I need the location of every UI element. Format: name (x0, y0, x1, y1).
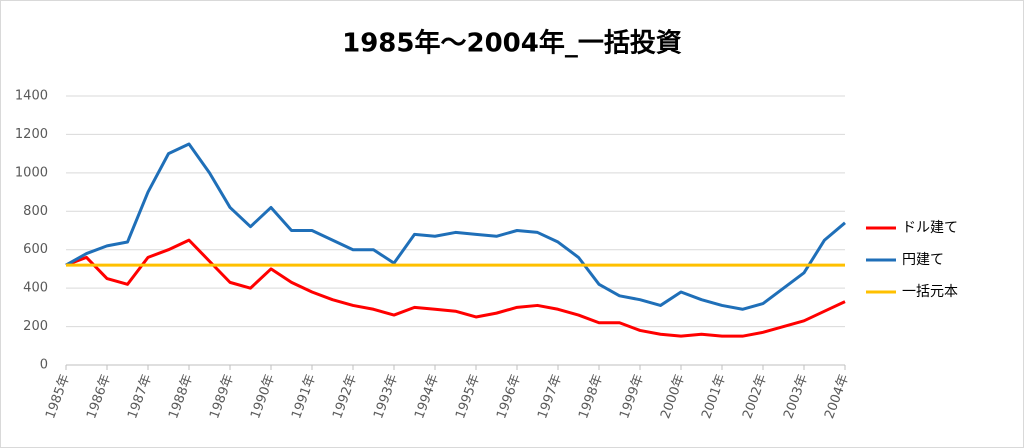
series-line (65, 142, 846, 311)
legend-label: 一括元本 (902, 284, 958, 300)
y-tick-label: 200 (23, 319, 48, 334)
y-tick-label: 1000 (15, 165, 48, 180)
y-tick-label: 1200 (15, 127, 48, 142)
y-tick-label: 800 (23, 204, 48, 219)
legend-label: ドル建て (902, 220, 958, 236)
y-tick-label: 400 (23, 281, 48, 296)
y-tick-label: 600 (23, 242, 48, 257)
chart-title: 1985年～2004年_一括投資 (342, 28, 682, 59)
legend-label: 円建て (902, 252, 944, 268)
series-line (65, 238, 846, 338)
y-tick-label: 1400 (15, 89, 48, 104)
y-tick-label: 0 (40, 358, 48, 373)
